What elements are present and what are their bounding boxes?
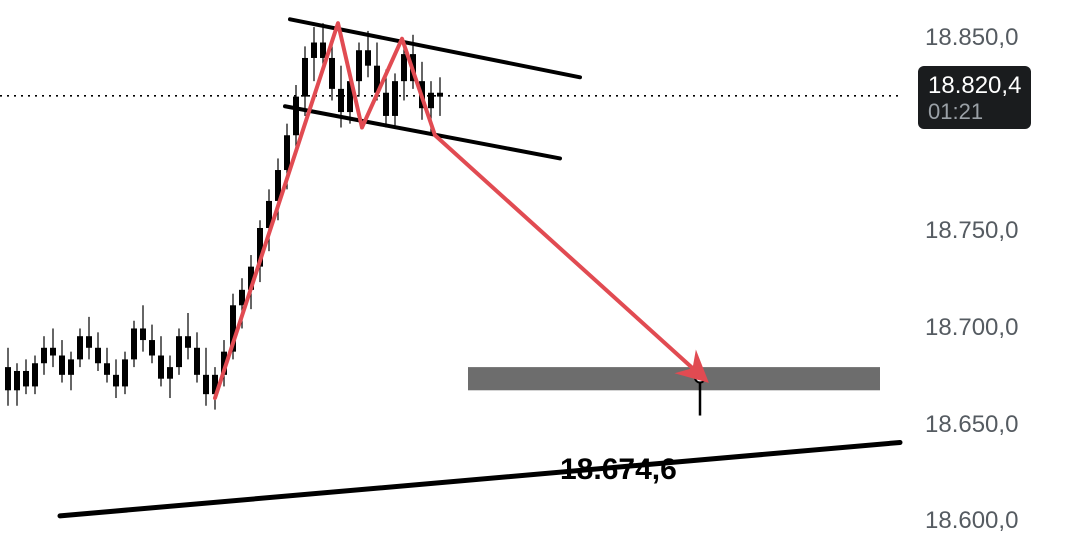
candle-body <box>95 348 101 363</box>
target-price-label: 18.674,6 <box>560 453 677 487</box>
current-price-badge: 18.820,4 01:21 <box>918 66 1031 129</box>
candle-body <box>356 50 362 81</box>
candle-body <box>68 359 74 374</box>
candle-body <box>311 43 317 58</box>
candle-body <box>383 93 389 116</box>
candle-body <box>302 58 308 97</box>
candle-body <box>23 371 29 386</box>
candle-body <box>113 375 119 387</box>
support-zone <box>468 367 880 390</box>
candle-body <box>131 328 137 359</box>
countdown-timer: 01:21 <box>928 99 1021 124</box>
price-chart[interactable]: 18.820,4 01:21 18.674,6 18.850,0 18.750,0… <box>0 0 1080 541</box>
candle-body <box>365 50 371 65</box>
candle-body <box>428 93 434 108</box>
candle-body <box>194 348 200 375</box>
candle-body <box>320 43 326 58</box>
candle-body <box>77 336 83 359</box>
current-price-value: 18.820,4 <box>928 72 1021 100</box>
candle-body <box>167 367 173 379</box>
candle-body <box>185 336 191 348</box>
candle-body <box>149 340 155 355</box>
candle-body <box>392 81 398 116</box>
y-axis-tick-label: 18.850,0 <box>925 24 1018 52</box>
y-axis-tick-label: 18.600,0 <box>925 507 1018 535</box>
candle-body <box>140 328 146 340</box>
candle-body <box>122 359 128 386</box>
candle-body <box>329 58 335 89</box>
y-axis-tick-label: 18.750,0 <box>925 217 1018 245</box>
candle-body <box>203 375 209 394</box>
candle-body <box>284 135 290 170</box>
candle-body <box>41 348 47 363</box>
candle-body <box>401 54 407 81</box>
projection-path <box>215 23 700 398</box>
candle-body <box>5 367 11 390</box>
candle-body <box>86 336 92 348</box>
y-axis-tick-label: 18.700,0 <box>925 314 1018 342</box>
candle-body <box>158 356 164 379</box>
candle-body <box>176 336 182 367</box>
candle-body <box>50 348 56 356</box>
candle-body <box>104 363 110 375</box>
candle-body <box>338 89 344 112</box>
candle-body <box>59 356 65 375</box>
bottom-trendline <box>60 442 900 515</box>
candle-body <box>437 93 443 97</box>
candle-body <box>32 363 38 386</box>
y-axis-tick-label: 18.650,0 <box>925 411 1018 439</box>
candle-body <box>293 97 299 136</box>
candle-body <box>14 371 20 390</box>
